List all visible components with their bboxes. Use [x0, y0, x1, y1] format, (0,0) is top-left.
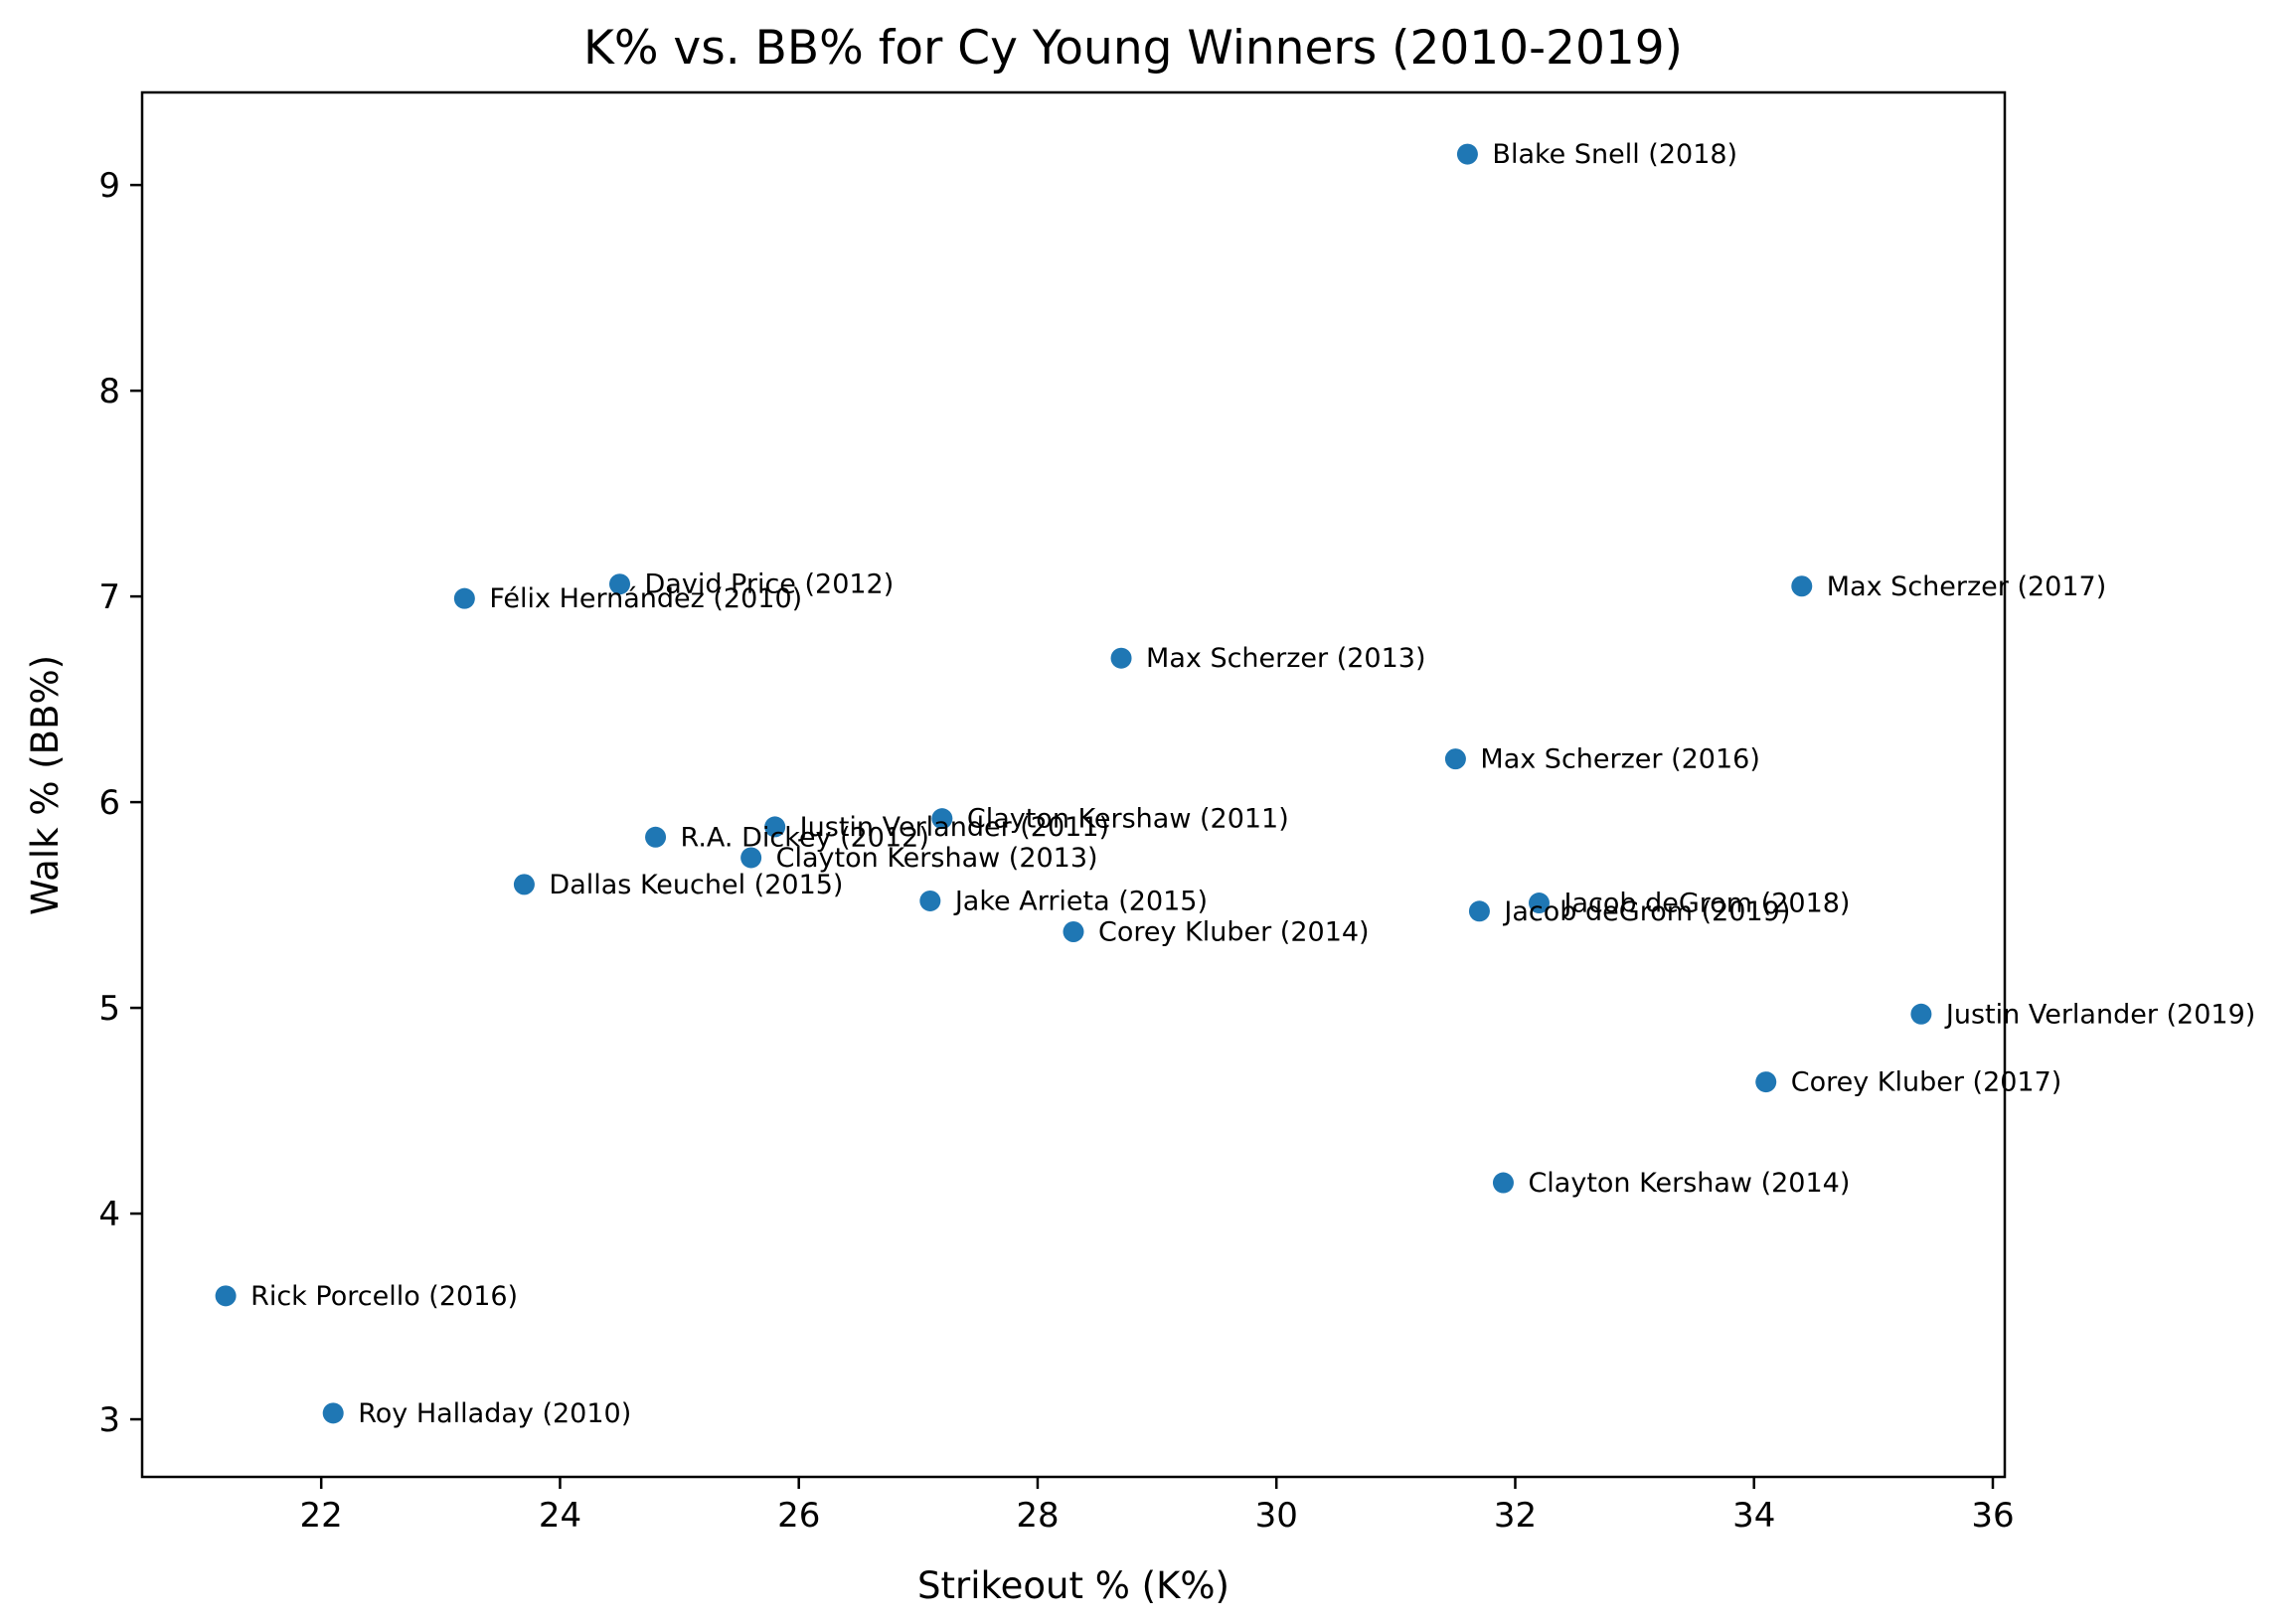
point-label: David Price (2012) — [645, 569, 895, 600]
y-tick-label: 5 — [98, 989, 120, 1029]
data-point — [1755, 1071, 1777, 1093]
point-label: Max Scherzer (2017) — [1827, 571, 2106, 602]
point-label: Justin Verlander (2019) — [1944, 999, 2255, 1030]
x-tick-label: 36 — [1971, 1496, 2014, 1536]
x-tick-label: 30 — [1255, 1496, 1298, 1536]
x-tick-label: 22 — [300, 1496, 343, 1536]
data-point — [1492, 1172, 1514, 1194]
data-point — [1529, 893, 1550, 914]
data-point — [764, 816, 786, 838]
point-label: Clayton Kershaw (2014) — [1528, 1168, 1850, 1199]
point-label: Max Scherzer (2016) — [1480, 744, 1759, 775]
point-label: Jake Arrieta (2015) — [953, 886, 1208, 916]
x-tick-label: 24 — [539, 1496, 581, 1536]
data-point — [513, 874, 535, 895]
point-label: R.A. Dickey (2012) — [681, 822, 929, 853]
plot-frame — [140, 90, 2007, 1479]
data-point — [740, 847, 762, 869]
x-tick-label: 28 — [1016, 1496, 1059, 1536]
data-point — [1910, 1003, 1932, 1025]
data-point — [1063, 920, 1084, 942]
x-tick-label: 32 — [1494, 1496, 1537, 1536]
point-label: Félix Hernández (2010) — [489, 583, 802, 614]
point-label: Jacob deGrom (2019) — [1502, 896, 1790, 927]
data-point — [1110, 647, 1132, 669]
point-label: Blake Snell (2018) — [1492, 139, 1737, 170]
point-label: Max Scherzer (2013) — [1146, 643, 1425, 674]
data-point — [609, 573, 631, 595]
x-axis-label: Strikeout % (K%) — [917, 1564, 1229, 1607]
point-label: Clayton Kershaw (2013) — [776, 843, 1098, 874]
point-label: Rick Porcello (2016) — [250, 1281, 518, 1312]
data-points — [215, 143, 1932, 1424]
y-tick-label: 6 — [98, 783, 120, 823]
point-label: Justin Verlander (2011) — [798, 812, 1109, 843]
data-point — [1456, 143, 1478, 165]
data-point — [215, 1285, 237, 1307]
x-axis: 22 24 26 28 30 32 34 36 — [300, 1477, 2015, 1536]
point-label: Dallas Keuchel (2015) — [549, 870, 843, 900]
chart-title: K% vs. BB% for Cy Young Winners (2010-20… — [583, 21, 1683, 76]
data-point — [1444, 748, 1466, 770]
y-tick-label: 9 — [98, 166, 120, 206]
data-point — [453, 587, 475, 609]
y-axis-label: Walk % (BB%) — [24, 655, 67, 915]
data-point — [931, 808, 953, 830]
y-tick-label: 3 — [98, 1400, 120, 1440]
point-label: Jacob deGrom (2018) — [1562, 889, 1851, 919]
data-point — [645, 826, 667, 848]
point-label: Corey Kluber (2017) — [1791, 1067, 2062, 1098]
data-point — [1791, 575, 1813, 597]
data-point — [919, 890, 941, 911]
point-labels: Blake Snell (2018) Max Scherzer (2017) Dav… — [250, 139, 2255, 1429]
data-point — [1468, 900, 1490, 922]
x-tick-label: 26 — [777, 1496, 820, 1536]
y-tick-label: 8 — [98, 372, 120, 411]
point-label: Roy Halladay (2010) — [358, 1398, 631, 1429]
point-label: Corey Kluber (2014) — [1098, 916, 1370, 947]
point-label: Clayton Kershaw (2011) — [967, 804, 1289, 835]
x-tick-label: 34 — [1732, 1496, 1775, 1536]
y-tick-label: 4 — [98, 1195, 120, 1234]
y-tick-label: 7 — [98, 577, 120, 617]
y-axis: 3 4 5 6 7 8 9 — [98, 166, 142, 1440]
data-point — [322, 1402, 344, 1424]
